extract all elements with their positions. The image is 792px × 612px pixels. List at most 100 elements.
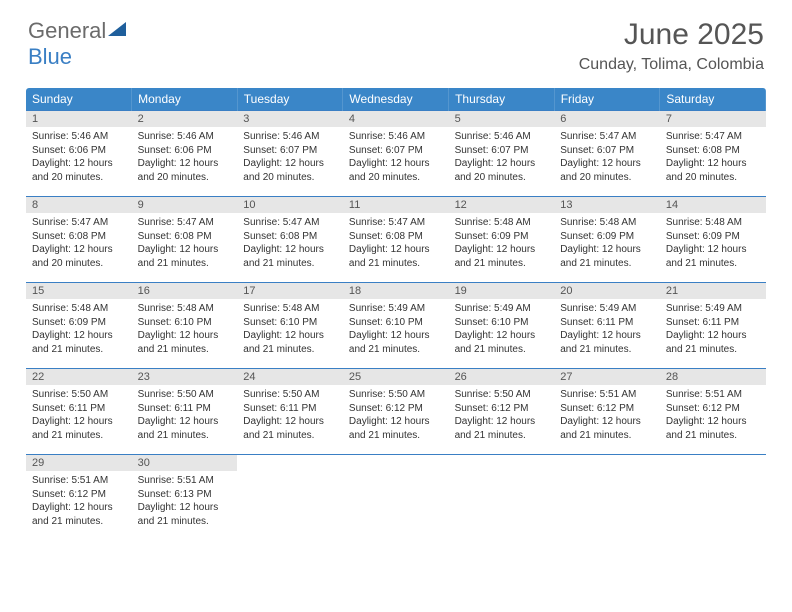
- sunset-line: Sunset: 6:11 PM: [560, 317, 633, 328]
- calendar-header-row: SundayMondayTuesdayWednesdayThursdayFrid…: [26, 88, 766, 111]
- day-details: Sunrise: 5:48 AMSunset: 6:10 PMDaylight:…: [132, 299, 238, 359]
- day-number: 27: [554, 369, 660, 385]
- daylight-line: Daylight: 12 hours and 21 minutes.: [349, 244, 430, 269]
- daylight-line: Daylight: 12 hours and 20 minutes.: [243, 158, 324, 183]
- day-number: 17: [237, 283, 343, 299]
- sunset-line: Sunset: 6:11 PM: [32, 403, 105, 414]
- sunset-line: Sunset: 6:07 PM: [560, 145, 634, 156]
- calendar-cell: 5Sunrise: 5:46 AMSunset: 6:07 PMDaylight…: [449, 111, 555, 197]
- day-details: Sunrise: 5:47 AMSunset: 6:08 PMDaylight:…: [660, 127, 766, 187]
- day-details: Sunrise: 5:49 AMSunset: 6:11 PMDaylight:…: [554, 299, 660, 359]
- sunset-line: Sunset: 6:07 PM: [243, 145, 317, 156]
- calendar-cell: 21Sunrise: 5:49 AMSunset: 6:11 PMDayligh…: [660, 283, 766, 369]
- calendar-cell: 24Sunrise: 5:50 AMSunset: 6:11 PMDayligh…: [237, 369, 343, 455]
- calendar-cell: 2Sunrise: 5:46 AMSunset: 6:06 PMDaylight…: [132, 111, 238, 197]
- sunset-line: Sunset: 6:08 PM: [349, 231, 423, 242]
- calendar-cell: 23Sunrise: 5:50 AMSunset: 6:11 PMDayligh…: [132, 369, 238, 455]
- day-details: Sunrise: 5:47 AMSunset: 6:07 PMDaylight:…: [554, 127, 660, 187]
- sail-icon: [106, 20, 128, 38]
- sunset-line: Sunset: 6:07 PM: [455, 145, 529, 156]
- weekday-header: Tuesday: [237, 88, 343, 111]
- sunset-line: Sunset: 6:11 PM: [666, 317, 739, 328]
- day-number: 10: [237, 197, 343, 213]
- brand-part2: Blue: [28, 44, 72, 69]
- daylight-line: Daylight: 12 hours and 21 minutes.: [666, 244, 747, 269]
- sunset-line: Sunset: 6:06 PM: [32, 145, 106, 156]
- day-number: 18: [343, 283, 449, 299]
- calendar-cell: 28Sunrise: 5:51 AMSunset: 6:12 PMDayligh…: [660, 369, 766, 455]
- calendar-cell: 30Sunrise: 5:51 AMSunset: 6:13 PMDayligh…: [132, 455, 238, 541]
- calendar-cell: 19Sunrise: 5:49 AMSunset: 6:10 PMDayligh…: [449, 283, 555, 369]
- daylight-line: Daylight: 12 hours and 21 minutes.: [243, 244, 324, 269]
- sunrise-line: Sunrise: 5:49 AM: [455, 303, 531, 314]
- day-details: Sunrise: 5:51 AMSunset: 6:12 PMDaylight:…: [660, 385, 766, 445]
- sunset-line: Sunset: 6:12 PM: [560, 403, 634, 414]
- day-number: 26: [449, 369, 555, 385]
- daylight-line: Daylight: 12 hours and 21 minutes.: [32, 416, 113, 441]
- day-number: 3: [237, 111, 343, 127]
- calendar-cell: [660, 455, 766, 541]
- day-details: Sunrise: 5:46 AMSunset: 6:06 PMDaylight:…: [26, 127, 132, 187]
- calendar-cell: 18Sunrise: 5:49 AMSunset: 6:10 PMDayligh…: [343, 283, 449, 369]
- daylight-line: Daylight: 12 hours and 21 minutes.: [666, 416, 747, 441]
- sunrise-line: Sunrise: 5:46 AM: [243, 131, 319, 142]
- sunrise-line: Sunrise: 5:47 AM: [560, 131, 636, 142]
- calendar-week-row: 8Sunrise: 5:47 AMSunset: 6:08 PMDaylight…: [26, 197, 766, 283]
- sunrise-line: Sunrise: 5:48 AM: [32, 303, 108, 314]
- daylight-line: Daylight: 12 hours and 21 minutes.: [138, 244, 219, 269]
- sunset-line: Sunset: 6:06 PM: [138, 145, 212, 156]
- sunset-line: Sunset: 6:13 PM: [138, 489, 212, 500]
- sunrise-line: Sunrise: 5:47 AM: [138, 217, 214, 228]
- daylight-line: Daylight: 12 hours and 21 minutes.: [138, 330, 219, 355]
- day-number: 6: [554, 111, 660, 127]
- daylight-line: Daylight: 12 hours and 20 minutes.: [349, 158, 430, 183]
- weekday-header: Wednesday: [343, 88, 449, 111]
- daylight-line: Daylight: 12 hours and 21 minutes.: [560, 330, 641, 355]
- day-number: 7: [660, 111, 766, 127]
- calendar-cell: [554, 455, 660, 541]
- day-details: Sunrise: 5:47 AMSunset: 6:08 PMDaylight:…: [26, 213, 132, 273]
- day-number: 21: [660, 283, 766, 299]
- day-number: 20: [554, 283, 660, 299]
- calendar-cell: 4Sunrise: 5:46 AMSunset: 6:07 PMDaylight…: [343, 111, 449, 197]
- daylight-line: Daylight: 12 hours and 21 minutes.: [349, 416, 430, 441]
- calendar-cell: 6Sunrise: 5:47 AMSunset: 6:07 PMDaylight…: [554, 111, 660, 197]
- calendar-cell: 26Sunrise: 5:50 AMSunset: 6:12 PMDayligh…: [449, 369, 555, 455]
- calendar-cell: 7Sunrise: 5:47 AMSunset: 6:08 PMDaylight…: [660, 111, 766, 197]
- calendar-cell: 29Sunrise: 5:51 AMSunset: 6:12 PMDayligh…: [26, 455, 132, 541]
- sunrise-line: Sunrise: 5:50 AM: [455, 389, 531, 400]
- day-details: Sunrise: 5:48 AMSunset: 6:09 PMDaylight:…: [26, 299, 132, 359]
- weekday-header: Sunday: [26, 88, 132, 111]
- daylight-line: Daylight: 12 hours and 21 minutes.: [32, 502, 113, 527]
- sunset-line: Sunset: 6:08 PM: [666, 145, 740, 156]
- calendar-cell: 25Sunrise: 5:50 AMSunset: 6:12 PMDayligh…: [343, 369, 449, 455]
- weekday-header: Friday: [554, 88, 660, 111]
- calendar-cell: 22Sunrise: 5:50 AMSunset: 6:11 PMDayligh…: [26, 369, 132, 455]
- calendar-week-row: 29Sunrise: 5:51 AMSunset: 6:12 PMDayligh…: [26, 455, 766, 541]
- calendar-week-row: 1Sunrise: 5:46 AMSunset: 6:06 PMDaylight…: [26, 111, 766, 197]
- day-number: 12: [449, 197, 555, 213]
- weekday-header: Monday: [132, 88, 238, 111]
- daylight-line: Daylight: 12 hours and 21 minutes.: [560, 244, 641, 269]
- sunset-line: Sunset: 6:10 PM: [243, 317, 317, 328]
- calendar-cell: 8Sunrise: 5:47 AMSunset: 6:08 PMDaylight…: [26, 197, 132, 283]
- daylight-line: Daylight: 12 hours and 21 minutes.: [455, 244, 536, 269]
- month-title: June 2025: [579, 18, 764, 52]
- sunrise-line: Sunrise: 5:50 AM: [32, 389, 108, 400]
- day-details: Sunrise: 5:46 AM Sunset: 6:07 PM Daylight:…: [237, 127, 343, 187]
- sunrise-line: Sunrise: 5:46 AM: [455, 131, 531, 142]
- calendar-week-row: 22Sunrise: 5:50 AMSunset: 6:11 PMDayligh…: [26, 369, 766, 455]
- sunset-line: Sunset: 6:12 PM: [349, 403, 423, 414]
- day-details: Sunrise: 5:49 AMSunset: 6:11 PMDaylight:…: [660, 299, 766, 359]
- sunrise-line: Sunrise: 5:48 AM: [560, 217, 636, 228]
- calendar-cell: [343, 455, 449, 541]
- sunrise-line: Sunrise: 5:51 AM: [666, 389, 742, 400]
- sunrise-line: Sunrise: 5:49 AM: [349, 303, 425, 314]
- sunset-line: Sunset: 6:08 PM: [243, 231, 317, 242]
- sunset-line: Sunset: 6:10 PM: [138, 317, 212, 328]
- sunrise-line: Sunrise: 5:50 AM: [349, 389, 425, 400]
- day-details: Sunrise: 5:48 AMSunset: 6:09 PMDaylight:…: [660, 213, 766, 273]
- sunset-line: Sunset: 6:12 PM: [455, 403, 529, 414]
- calendar-cell: 11Sunrise: 5:47 AMSunset: 6:08 PMDayligh…: [343, 197, 449, 283]
- day-number: 29: [26, 455, 132, 471]
